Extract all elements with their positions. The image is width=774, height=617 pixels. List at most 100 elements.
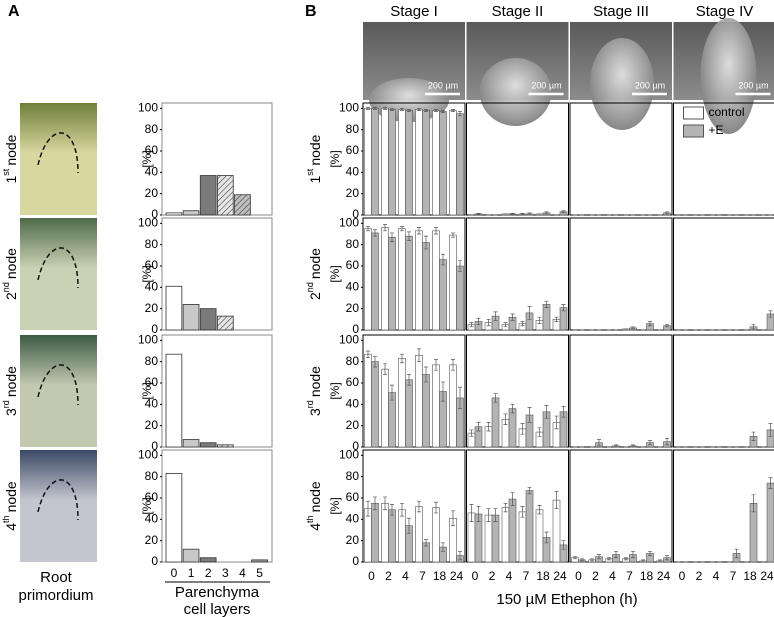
y-tick-label: 40 <box>346 512 360 526</box>
error-bar <box>407 374 411 386</box>
scale-bar-label: 200 µm <box>531 80 561 90</box>
x-tick-label: 4 <box>506 569 513 583</box>
error-bar <box>434 359 438 371</box>
row-ordinal: 4 <box>307 523 323 531</box>
legend-label: +E <box>709 123 724 137</box>
bar <box>508 408 517 448</box>
bar <box>535 509 544 563</box>
error-bar <box>510 313 515 321</box>
error-bar <box>486 508 491 522</box>
bar <box>182 210 200 216</box>
error-bar <box>561 210 566 214</box>
y-tick-label: 20 <box>346 186 360 200</box>
row-ordinal: 2 <box>307 292 323 300</box>
bar <box>439 259 447 331</box>
error-bar <box>493 508 498 522</box>
bar <box>381 368 389 448</box>
error-bar <box>469 429 474 437</box>
y-axis-label: [%] <box>328 382 342 399</box>
x-tick-label: 0 <box>171 566 178 580</box>
error-bar <box>537 316 542 324</box>
error-bar <box>734 548 739 559</box>
error-bar <box>390 504 394 516</box>
row-label: 1st node <box>305 134 322 183</box>
error-bar <box>503 502 508 513</box>
error-bar <box>544 405 549 419</box>
error-bar <box>417 227 421 235</box>
row-word: node <box>307 481 323 512</box>
error-bar <box>434 501 438 514</box>
y-tick-label: 60 <box>346 375 360 389</box>
error-bar <box>366 226 370 232</box>
row-label: 2nd node <box>305 248 322 300</box>
error-bar <box>434 227 438 235</box>
bar <box>405 110 413 216</box>
row-word: node <box>3 366 19 397</box>
row-word: node <box>3 481 19 512</box>
error-bar <box>631 326 635 330</box>
row-word: node <box>3 248 19 279</box>
bar <box>449 110 457 216</box>
y-tick-label: 20 <box>145 186 159 200</box>
bar <box>364 108 372 216</box>
y-tick-label: 40 <box>145 397 159 411</box>
row-ordinal: 1 <box>3 175 19 183</box>
y-axis-label: [%] <box>328 150 342 167</box>
error-bar <box>537 505 542 515</box>
legend-label: control <box>709 105 745 119</box>
plot-frame <box>569 217 673 331</box>
error-bar <box>590 558 594 562</box>
bar <box>415 230 423 331</box>
error-bar <box>648 440 652 446</box>
row-word: node <box>3 134 19 165</box>
plot-frame <box>161 449 273 563</box>
y-tick-label: 80 <box>346 354 360 368</box>
row-ordinal: 1 <box>307 175 323 183</box>
bar <box>398 228 406 331</box>
legend-swatch <box>683 124 704 138</box>
error-bar <box>520 423 525 435</box>
error-bar <box>520 213 525 215</box>
error-bar <box>390 384 394 401</box>
plot-frame <box>466 102 569 216</box>
error-bar <box>510 492 515 506</box>
bar <box>165 212 183 216</box>
x-tick-label: 4 <box>609 569 616 583</box>
error-bar <box>614 444 618 448</box>
x-tick-label: 7 <box>419 569 426 583</box>
error-bar <box>665 555 669 561</box>
bar <box>491 397 500 448</box>
error-bar <box>476 422 481 432</box>
error-bar <box>383 106 387 110</box>
error-bar <box>573 556 577 560</box>
plot-frame <box>569 334 673 448</box>
y-tick-label: 0 <box>352 554 359 568</box>
panel-label: B <box>305 3 317 20</box>
row-ordinal-suffix: rd <box>1 400 11 408</box>
error-bar <box>390 107 394 111</box>
y-tick-label: 80 <box>145 469 159 483</box>
error-bar <box>486 422 491 432</box>
bar <box>552 499 561 563</box>
error-bar <box>458 550 462 561</box>
error-bar <box>631 550 635 559</box>
error-bar <box>544 531 549 544</box>
y-tick-label: 100 <box>138 448 158 462</box>
y-tick-label: 0 <box>151 322 158 336</box>
error-bar <box>424 366 428 383</box>
row-ordinal-suffix: nd <box>1 282 11 292</box>
row-ordinal: 3 <box>307 408 323 416</box>
error-bar <box>407 517 411 534</box>
plot-frame <box>569 449 673 563</box>
row-ordinal-suffix: rd <box>305 400 315 408</box>
y-axis-label: [%] <box>328 265 342 282</box>
x-tick-label: 0 <box>472 569 479 583</box>
y-tick-label: 100 <box>138 333 158 347</box>
error-bar <box>648 550 652 556</box>
row-ordinal-suffix: st <box>305 168 315 176</box>
y-tick-label: 60 <box>145 490 159 504</box>
row-ordinal-suffix: th <box>305 515 315 523</box>
error-bar <box>476 317 481 326</box>
row-label: 1st node <box>1 134 18 183</box>
